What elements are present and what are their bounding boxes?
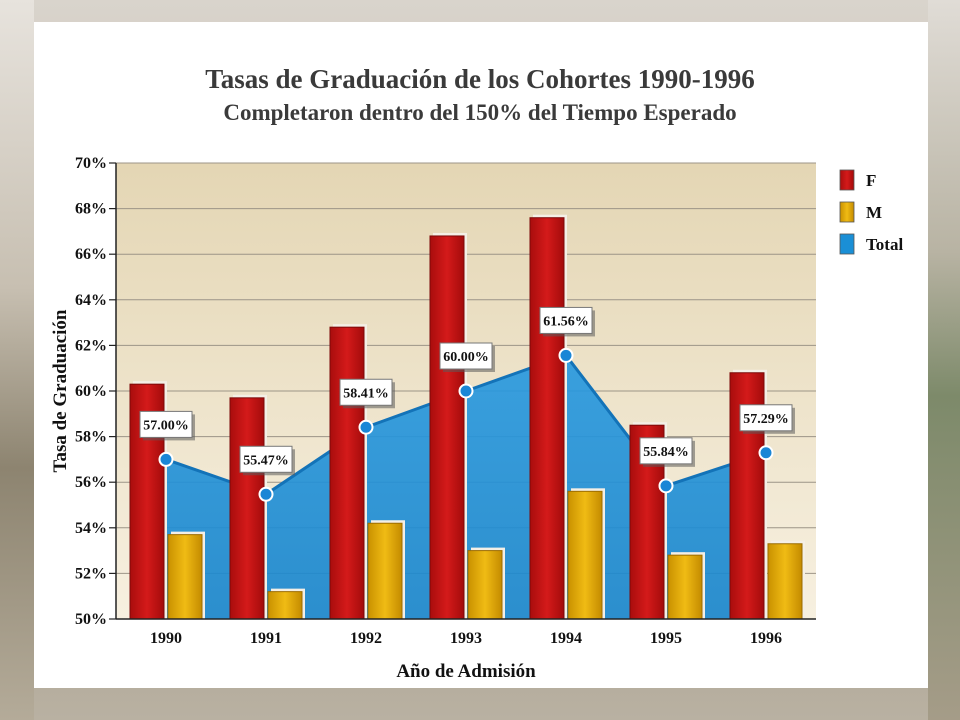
y-tick-label: 56%	[75, 474, 107, 491]
total-marker	[158, 451, 174, 467]
data-label: 57.00%	[143, 418, 189, 433]
total-marker	[458, 383, 474, 399]
bar-m-1996	[767, 543, 803, 620]
bar-f-1991	[229, 397, 265, 620]
y-tick-label: 66%	[75, 246, 107, 263]
total-marker	[358, 419, 374, 435]
axes: 50% 52% 54% 56% 58% 60% 62% 64% 66% 68% 70% 1990 199…	[75, 155, 816, 647]
x-tick-label: 1990	[150, 630, 182, 647]
x-tick-label: 1996	[750, 630, 782, 647]
y-tick-label: 60%	[75, 383, 107, 400]
data-label-box	[739, 404, 793, 432]
data-label: 61.56%	[543, 314, 589, 329]
bar-m-1992	[367, 522, 403, 620]
data-label: 55.84%	[643, 445, 689, 460]
x-axis-label: Año de Admisión	[396, 661, 536, 682]
y-tick-label: 58%	[75, 429, 107, 446]
total-marker	[558, 347, 574, 363]
chart-slide: Tasas de Graduación de los Cohortes 1990…	[34, 22, 928, 688]
bar-m-1995	[667, 554, 703, 620]
legend-label: F	[866, 171, 876, 190]
y-tick-label: 68%	[75, 201, 107, 218]
y-tick-label: 50%	[75, 611, 107, 628]
data-label-box	[339, 378, 393, 406]
legend-label: M	[866, 203, 882, 222]
bar-f-1994	[529, 217, 565, 620]
data-label-box	[639, 437, 693, 465]
bar-m-1990	[167, 534, 203, 620]
total-markers	[158, 347, 774, 502]
background-left-photo	[0, 0, 34, 720]
x-tick-label: 1991	[250, 630, 282, 647]
y-tick-label: 64%	[75, 292, 107, 309]
data-label: 55.47%	[243, 453, 289, 468]
total-marker	[758, 445, 774, 461]
y-tick-label: 62%	[75, 337, 107, 354]
legend-swatch	[839, 169, 855, 191]
x-tick-label: 1995	[650, 630, 682, 647]
data-label-box	[439, 342, 493, 370]
chart: Tasas de Graduación de los Cohortes 1990…	[50, 64, 903, 682]
bar-m-1994	[567, 490, 603, 620]
data-labels: 57.00% 55.47% 58.41% 60.00% 61.56% 55.84% 57.2…	[139, 306, 795, 476]
bar-m-1991	[267, 591, 303, 620]
data-label: 58.41%	[343, 386, 389, 401]
y-tick-label: 52%	[75, 565, 107, 582]
legend-swatch	[839, 233, 855, 255]
legend-label: Total	[866, 235, 903, 254]
total-marker	[258, 486, 274, 502]
bars	[129, 214, 805, 620]
legend: FM Total	[839, 169, 903, 255]
legend-swatch	[839, 201, 855, 223]
data-label: 60.00%	[443, 350, 489, 365]
y-axis-label: Tasa de Graduación	[50, 309, 71, 472]
total-marker	[658, 478, 674, 494]
data-label-box	[239, 445, 293, 473]
x-tick-label: 1993	[450, 630, 482, 647]
x-tick-label: 1994	[550, 630, 582, 647]
background-right-photo	[928, 0, 960, 720]
y-tick-label: 70%	[75, 155, 107, 172]
data-label: 57.29%	[743, 412, 789, 427]
data-label-box	[539, 306, 593, 334]
chart-title: Tasas de Graduación de los Cohortes 1990…	[205, 64, 755, 94]
chart-subtitle: Completaron dentro del 150% del Tiempo E…	[223, 100, 736, 125]
data-label-box	[139, 410, 193, 438]
bar-f-1993	[429, 235, 465, 620]
bar-f-1992	[329, 326, 365, 620]
x-tick-label: 1992	[350, 630, 382, 647]
y-tick-label: 54%	[75, 520, 107, 537]
bar-m-1993	[467, 550, 503, 620]
